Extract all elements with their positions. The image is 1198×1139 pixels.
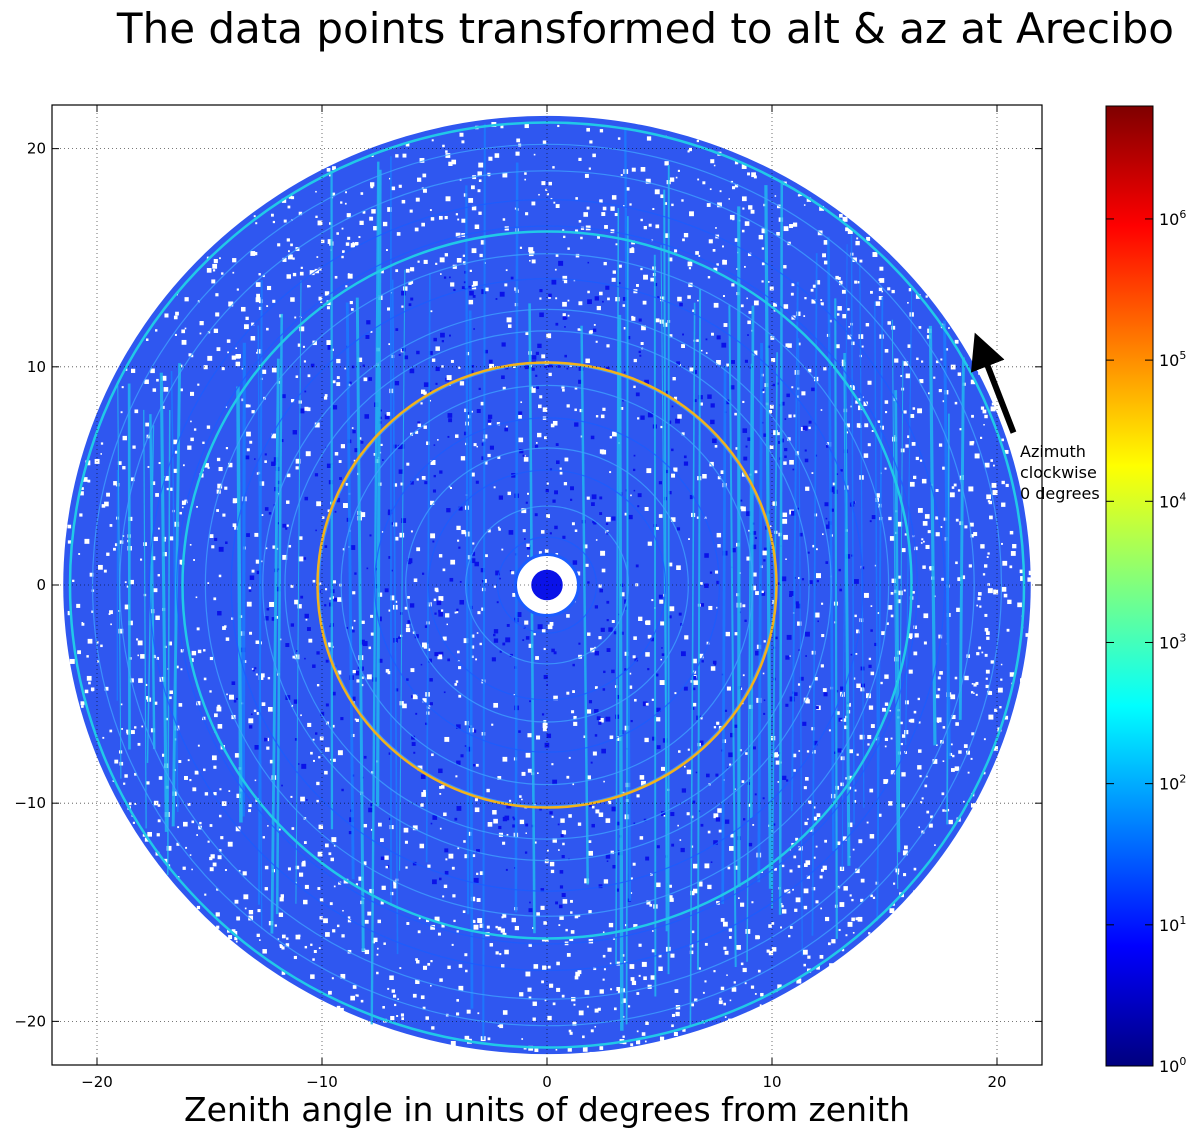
x-tick-label: 20: [987, 1073, 1006, 1091]
colorbar: 100 101 102 103 104 105 106: [1105, 105, 1186, 1076]
colorbar-tick-label: 106: [1159, 208, 1186, 229]
y-tick-label: −20: [14, 1012, 46, 1030]
grid-lines: [52, 105, 1042, 1065]
y-tick-label: 0: [36, 576, 46, 594]
y-tick-label: 10: [27, 358, 46, 376]
y-axis: −20 −10 0 10 20: [14, 140, 1042, 1030]
x-axis: −20 −10 0 10 20: [81, 105, 1007, 1091]
density-map: [63, 115, 1034, 1057]
x-tick-label: 0: [542, 1073, 552, 1091]
annotation-line: Azimuth: [1020, 442, 1086, 461]
colorbar-tick-label: 103: [1159, 631, 1186, 652]
azimuth-arrow: [970, 332, 1017, 434]
x-tick-label: −20: [81, 1073, 113, 1091]
y-tick-label: 20: [27, 140, 46, 158]
x-tick-label: −10: [306, 1073, 338, 1091]
colorbar-gradient: [1105, 105, 1154, 1067]
colorbar-tick-label: 104: [1159, 490, 1186, 511]
azimuth-annotation: Azimuth clockwise 0 degrees: [970, 332, 1100, 503]
chart-title: The data points transformed to alt & az …: [116, 4, 1174, 53]
colorbar-tick-label: 101: [1159, 914, 1186, 935]
density-ring-1: [181, 230, 913, 940]
colorbar-tick-label: 102: [1159, 773, 1186, 794]
y-tick-label: −10: [14, 794, 46, 812]
colorbar-tick-label: 100: [1159, 1055, 1186, 1076]
x-tick-label: 10: [762, 1073, 781, 1091]
annotation-line: clockwise: [1020, 463, 1097, 482]
annotation-line: 0 degrees: [1020, 484, 1100, 503]
x-axis-label: Zenith angle in units of degrees from ze…: [183, 1090, 911, 1129]
colorbar-tick-label: 105: [1159, 349, 1186, 370]
